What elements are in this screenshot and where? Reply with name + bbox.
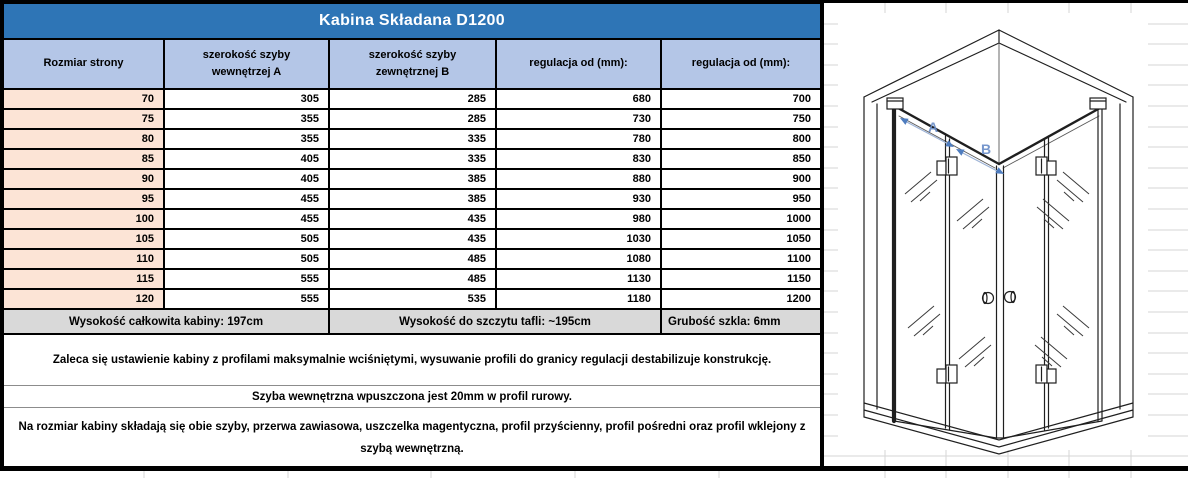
summary-glass-thickness: Grubość szkla: 6mm (668, 315, 781, 328)
table-row: 85 405 335 830 850 (4, 150, 820, 170)
cell-size: 95 (4, 190, 165, 208)
cell: 700 (662, 90, 820, 108)
cell: 405 (165, 170, 330, 188)
column-header: regulacja od (mm): (691, 57, 791, 70)
hinge-lower-right (1035, 364, 1057, 384)
cell: 405 (165, 150, 330, 168)
cell: 1000 (662, 210, 820, 228)
cell: 680 (497, 90, 662, 108)
cell: 285 (330, 110, 497, 128)
door-knobs (981, 290, 1017, 305)
cell: 1150 (662, 270, 820, 288)
cell: 1100 (662, 250, 820, 268)
cell: 485 (330, 250, 497, 268)
cell: 535 (330, 290, 497, 308)
hinge-lower-left (936, 364, 958, 384)
cell-size: 70 (4, 90, 165, 108)
table-row: 105 505 435 1030 1050 (4, 230, 820, 250)
note-adjustment: Zaleca się ustawienie kabiny z profilami… (4, 335, 820, 386)
cell: 800 (662, 130, 820, 148)
table-row: 75 355 285 730 750 (4, 110, 820, 130)
page-title: Kabina Składana D1200 (319, 12, 505, 29)
cell: 1180 (497, 290, 662, 308)
cell: 355 (165, 110, 330, 128)
cell-size: 105 (4, 230, 165, 248)
spec-table: Kabina Składana D1200 Rozmiar strony sze… (0, 0, 824, 467)
summary-row: Wysokość całkowita kabiny: 197cm Wysokoś… (4, 310, 820, 335)
frame-top-border (0, 0, 1188, 3)
cell: 900 (662, 170, 820, 188)
cell: 930 (497, 190, 662, 208)
cell-size: 80 (4, 130, 165, 148)
cell-size: 120 (4, 290, 165, 308)
cell: 1050 (662, 230, 820, 248)
table-row: 70 305 285 680 700 (4, 90, 820, 110)
cell: 1200 (662, 290, 820, 308)
cell-size: 110 (4, 250, 165, 268)
cell: 1030 (497, 230, 662, 248)
dimension-b-label: B (981, 141, 991, 157)
cell: 555 (165, 290, 330, 308)
table-row: 110 505 485 1080 1100 (4, 250, 820, 270)
cell: 435 (330, 210, 497, 228)
cell: 830 (497, 150, 662, 168)
title-bar: Kabina Składana D1200 (4, 4, 820, 40)
cell: 555 (165, 270, 330, 288)
dimension-a-label: A (928, 119, 938, 135)
table-row: 90 405 385 880 900 (4, 170, 820, 190)
table-row: 95 455 385 930 950 (4, 190, 820, 210)
hinge-upper-left (936, 156, 958, 176)
column-header-row: Rozmiar strony szerokość szyby wewnętrze… (4, 40, 820, 90)
column-header: Rozmiar strony (4, 40, 165, 88)
cell-size: 100 (4, 210, 165, 228)
cell: 880 (497, 170, 662, 188)
cell: 305 (165, 90, 330, 108)
cell: 1130 (497, 270, 662, 288)
cell: 385 (330, 170, 497, 188)
note-inner-glass: Szyba wewnętrzna wpuszczona jest 20mm w … (4, 386, 820, 408)
summary-panel-top-height: Wysokość do szczytu tafli: ~195cm (330, 310, 662, 333)
cell: 335 (330, 130, 497, 148)
cell: 385 (330, 190, 497, 208)
frame-bottom-border (0, 466, 1188, 471)
column-header: regulacja od (mm): (497, 40, 662, 88)
cell-size: 90 (4, 170, 165, 188)
cell: 730 (497, 110, 662, 128)
cell: 780 (497, 130, 662, 148)
cell: 335 (330, 150, 497, 168)
cell: 1080 (497, 250, 662, 268)
cell: 850 (662, 150, 820, 168)
cell: 455 (165, 210, 330, 228)
cell: 505 (165, 230, 330, 248)
cell: 505 (165, 250, 330, 268)
diagram-background (838, 13, 1148, 450)
column-header: szerokość szyby zewnętrznej B (330, 40, 497, 88)
cell: 485 (330, 270, 497, 288)
note-size-composition: Na rozmiar kabiny składają się obie szyb… (4, 408, 820, 467)
column-header: szerokość szyby wewnętrzej A (165, 40, 330, 88)
table-row: 120 555 535 1180 1200 (4, 290, 820, 310)
summary-total-height: Wysokość całkowita kabiny: 197cm (4, 310, 330, 333)
shower-cabin-drawing (863, 29, 1134, 455)
table-row: 115 555 485 1130 1150 (4, 270, 820, 290)
cell-size: 75 (4, 110, 165, 128)
cell: 950 (662, 190, 820, 208)
cell: 980 (497, 210, 662, 228)
table-row: 80 355 335 780 800 (4, 130, 820, 150)
cell: 285 (330, 90, 497, 108)
cell: 435 (330, 230, 497, 248)
hinge-upper-right (1035, 156, 1057, 176)
cell: 455 (165, 190, 330, 208)
cell: 355 (165, 130, 330, 148)
cell-size: 85 (4, 150, 165, 168)
cell-size: 115 (4, 270, 165, 288)
table-row: 100 455 435 980 1000 (4, 210, 820, 230)
cell: 750 (662, 110, 820, 128)
dimension-arrows: A B (900, 118, 1004, 174)
